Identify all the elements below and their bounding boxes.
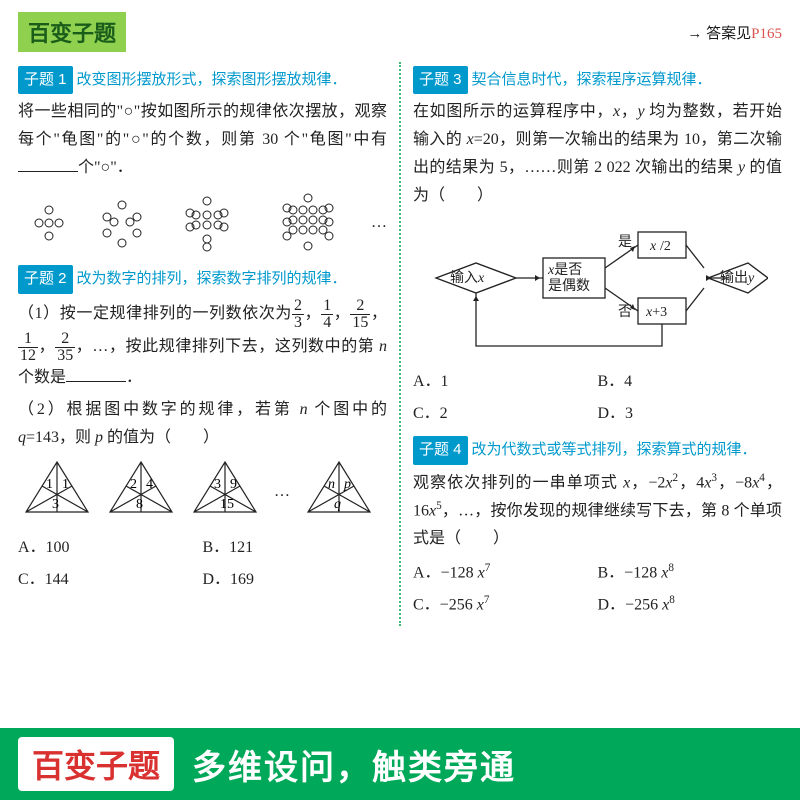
- blank-field[interactable]: [18, 156, 78, 172]
- svg-text:x+3: x+3: [645, 305, 667, 320]
- option[interactable]: A．−128 x7: [413, 557, 598, 589]
- svg-text:3: 3: [52, 497, 59, 512]
- footer-banner: 百变子题 多维设问，触类旁通: [0, 728, 800, 800]
- svg-text:1: 1: [46, 477, 53, 492]
- svg-text:4: 4: [146, 477, 153, 492]
- sub2-triangles: 1132483915…npq: [22, 458, 387, 526]
- svg-text:3: 3: [214, 477, 221, 492]
- svg-text:x是否: x是否: [547, 263, 582, 278]
- option[interactable]: D．169: [203, 564, 388, 596]
- sub2-p2: （2）根据图中数字的规律，若第 n 个图中的 q=143，则 p 的值为（ ）: [18, 396, 387, 452]
- sub3-desc: 契合信息时代，探索程序运算规律．: [472, 72, 712, 88]
- footer-text: 多维设问，触类旁通: [192, 740, 516, 789]
- sub2-tag: 子题 2: [18, 265, 73, 293]
- page-header: 百变子题 → 答案见P165: [18, 12, 782, 52]
- option[interactable]: C．2: [413, 398, 598, 430]
- right-column: 子题 3 契合信息时代，探索程序运算规律． 在如图所示的运算程序中，x，y 均为…: [399, 62, 782, 626]
- svg-text:1: 1: [62, 477, 69, 492]
- left-column: 子题 1 改变图形摆放形式，探索图形摆放规律． 将一些相同的"○"按如图所示的规…: [18, 62, 399, 626]
- sub3-flowchart: 输入x x是否 是偶数 是 否 x/2 x+3 输出y: [428, 218, 768, 358]
- svg-text:8: 8: [136, 497, 143, 512]
- sub4-options: A．−128 x7B．−128 x8C．−256 x7D．−256 x8: [413, 557, 782, 622]
- option[interactable]: A．1: [413, 366, 598, 398]
- sub4-tag: 子题 4: [413, 436, 468, 464]
- svg-text:x: x: [649, 239, 657, 254]
- option[interactable]: C．144: [18, 564, 203, 596]
- sub1-desc: 改变图形摆放形式，探索图形摆放规律．: [77, 72, 347, 88]
- svg-text:输出y: 输出y: [720, 270, 755, 286]
- option[interactable]: B．−128 x8: [598, 557, 783, 589]
- option[interactable]: C．−256 x7: [413, 589, 598, 621]
- option[interactable]: B．121: [203, 532, 388, 564]
- option[interactable]: D．−256 x8: [598, 589, 783, 621]
- svg-text:9: 9: [230, 477, 237, 492]
- svg-text:q: q: [334, 497, 341, 512]
- svg-text:2: 2: [130, 477, 137, 492]
- sub1-text: 将一些相同的"○"按如图所示的规律依次摆放，观察每个"龟图"的"○"的个数，则第…: [18, 98, 387, 182]
- svg-text:15: 15: [220, 497, 234, 512]
- option[interactable]: B．4: [598, 366, 783, 398]
- sub2-options: A．100B．121C．144D．169: [18, 532, 387, 596]
- svg-text:否: 否: [618, 305, 632, 320]
- sub2-desc: 改为数字的排列，探索数字排列的规律．: [77, 271, 347, 287]
- svg-text:p: p: [343, 477, 351, 492]
- option[interactable]: D．3: [598, 398, 783, 430]
- svg-text:是: 是: [618, 235, 632, 250]
- sub1-patterns: …: [24, 190, 387, 255]
- sub4-desc: 改为代数式或等式排列，探索算式的规律．: [472, 442, 757, 458]
- sub3-text: 在如图所示的运算程序中，x，y 均为整数，若开始输入的 x=20，则第一次输出的…: [413, 98, 782, 210]
- sub3-tag: 子题 3: [413, 66, 468, 94]
- svg-text:/2: /2: [660, 239, 671, 254]
- sub3-options: A．1B．4C．2D．3: [413, 366, 782, 430]
- svg-text:n: n: [328, 477, 335, 492]
- section-title: 百变子题: [18, 12, 126, 52]
- sub2-p1: （1）按一定规律排列的一列数依次为23，14，215，112，235，…，按此规…: [18, 298, 387, 392]
- sub4-text: 观察依次排列的一串单项式 x，−2x2，4x3，−8x4，16x5，…，按你发现…: [413, 469, 782, 554]
- footer-badge: 百变子题: [18, 737, 174, 791]
- svg-text:输入x: 输入x: [450, 270, 485, 286]
- svg-text:是偶数: 是偶数: [548, 278, 590, 294]
- sub1-tag: 子题 1: [18, 66, 73, 94]
- option[interactable]: A．100: [18, 532, 203, 564]
- answer-link: → 答案见P165: [687, 22, 782, 43]
